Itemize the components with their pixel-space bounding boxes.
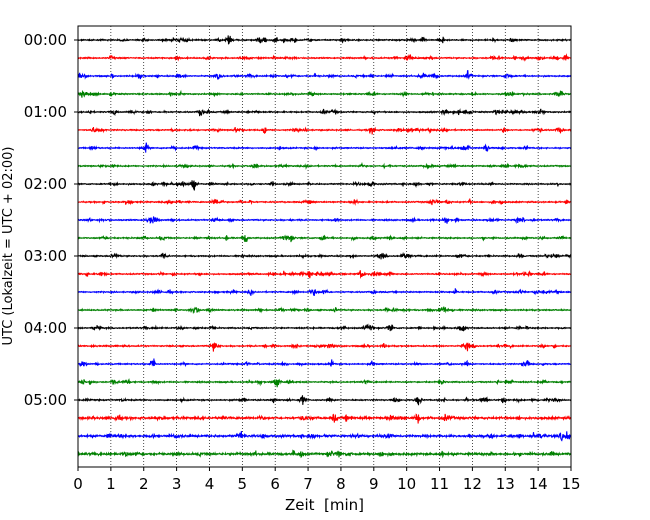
trace-line: [77, 251, 572, 260]
trace-line: [77, 35, 572, 45]
trace-line: [77, 341, 572, 352]
trace-line: [77, 306, 572, 315]
y-tick-label: 05:00: [24, 391, 67, 409]
trace-line: [77, 198, 572, 206]
x-tick-label: 8: [336, 475, 346, 493]
x-tick-label: 10: [397, 475, 416, 493]
x-tick-label: 13: [496, 475, 515, 493]
seismic-traces: [77, 35, 572, 459]
x-tick-label: 1: [106, 475, 116, 493]
trace-line: [77, 216, 572, 225]
x-tick-label: 9: [369, 475, 379, 493]
plot-area: [78, 26, 571, 467]
trace-line: [77, 108, 572, 117]
trace-line: [77, 70, 572, 80]
x-tick-label: 4: [205, 475, 215, 493]
y-tick-label: 00:00: [24, 31, 67, 49]
trace-line: [77, 234, 572, 243]
y-tick-label: 03:00: [24, 247, 67, 265]
trace-line: [77, 89, 572, 98]
x-tick-label: 15: [561, 475, 580, 493]
plot-frame: [77, 25, 572, 468]
x-tick-label: 5: [238, 475, 248, 493]
trace-line: [77, 270, 572, 279]
x-tick-label: 11: [430, 475, 449, 493]
y-axis-label: UTC (Lokalzeit = UTC + 02:00): [1, 147, 16, 346]
trace-line: [77, 161, 572, 170]
y-axis-ticks: 00:00 01:00 02:00 03:00 04:00 05:00: [24, 31, 78, 409]
trace-line: [77, 323, 572, 332]
y-tick-label: 01:00: [24, 103, 67, 121]
trace-line: [77, 358, 572, 368]
x-axis-label: Zeit [min]: [285, 496, 364, 514]
trace-line: [77, 126, 572, 135]
y-tick-label: 04:00: [24, 319, 67, 337]
trace-line: [77, 449, 572, 459]
x-tick-label: 14: [529, 475, 548, 493]
trace-line: [77, 180, 572, 191]
trace-line: [77, 53, 572, 62]
x-tick-label: 2: [139, 475, 149, 493]
x-tick-label: 12: [463, 475, 482, 493]
trace-line: [77, 288, 572, 296]
trace-line: [77, 430, 572, 442]
trace-line: [77, 142, 572, 153]
y-tick-label: 02:00: [24, 175, 67, 193]
x-tick-label: 6: [270, 475, 280, 493]
trace-line: [77, 395, 572, 406]
x-tick-label: 7: [303, 475, 313, 493]
x-tick-label: 0: [73, 475, 83, 493]
x-tick-label: 3: [172, 475, 182, 493]
trace-line: [77, 413, 572, 424]
trace-line: [77, 378, 572, 388]
x-axis-ticks: 0 1 2 3 4 5 6 7 8 9 10 11 12 13 14 15: [73, 467, 581, 493]
